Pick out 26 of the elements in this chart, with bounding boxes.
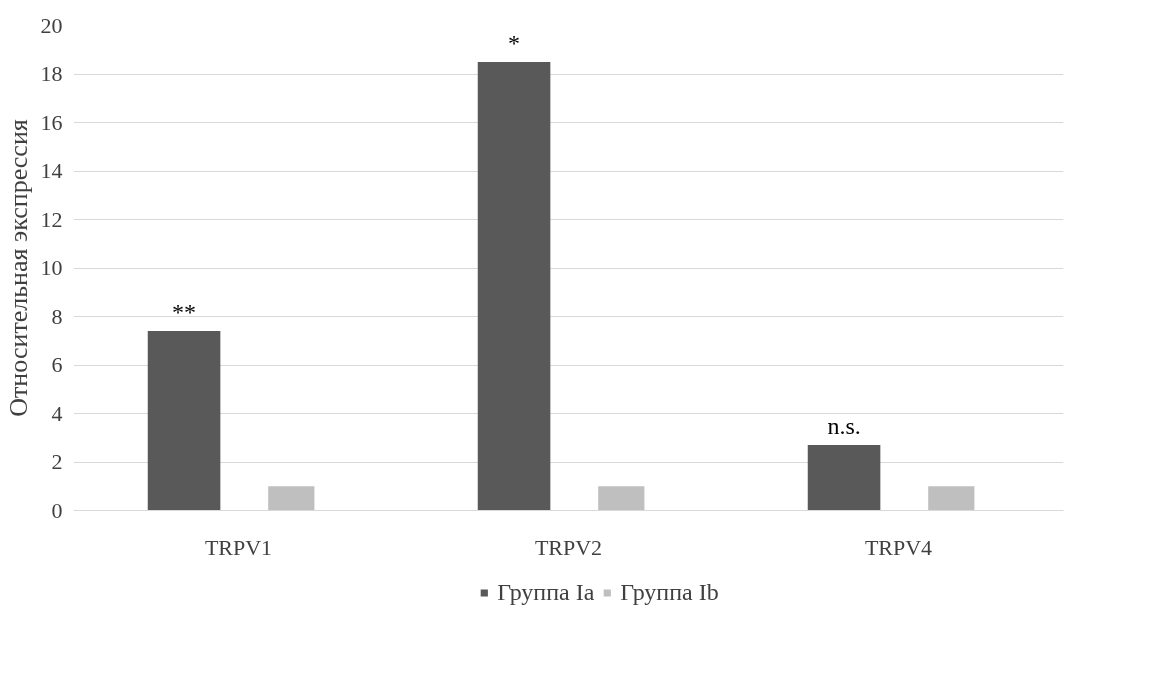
bar	[928, 486, 975, 511]
annotation: n.s.	[827, 413, 861, 440]
x-tick-label: TRPV2	[534, 534, 603, 560]
y-tick-label: 6	[51, 352, 63, 377]
bar	[477, 61, 551, 511]
x-tick-label: TRPV1	[204, 534, 273, 560]
bar	[598, 486, 645, 511]
legend-label: Группа Ib	[620, 578, 719, 606]
y-tick-label: 10	[40, 255, 63, 280]
y-axis-title: Относительная экспрессия	[3, 119, 33, 417]
y-tick-label: 14	[40, 158, 63, 183]
y-tick-label: 12	[40, 206, 63, 232]
annotation: **	[172, 299, 197, 326]
y-tick-label: 18	[40, 61, 63, 86]
x-tick-label: TRPV4	[864, 534, 933, 560]
bar	[807, 445, 881, 511]
y-tick-label: 16	[40, 109, 63, 135]
y-tick-label: 8	[51, 303, 63, 329]
legend-label: Группа Ia	[497, 578, 595, 606]
y-tick-label: 4	[51, 400, 63, 426]
bar	[268, 486, 315, 511]
bar	[147, 331, 221, 511]
y-tick-label: 20	[40, 12, 63, 38]
y-tick-label: 2	[51, 449, 63, 474]
y-tick-label: 0	[51, 497, 63, 523]
annotation: *	[508, 29, 521, 56]
